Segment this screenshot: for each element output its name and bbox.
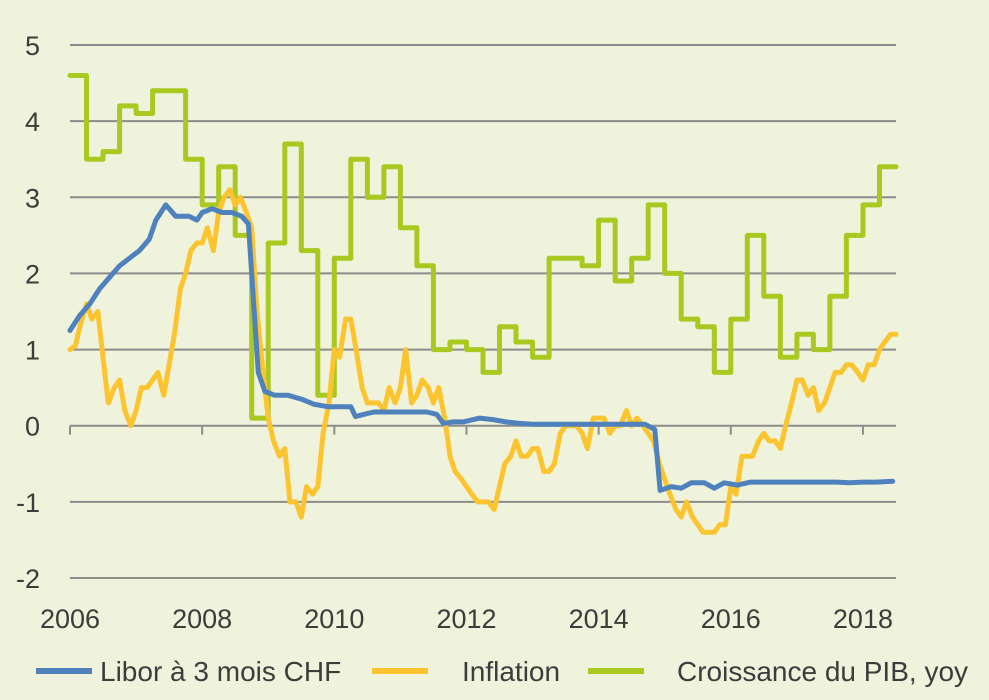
y-axis-labels: -2 -1 0 1 2 3 4 5 — [16, 31, 40, 594]
x-tick-label: 2018 — [833, 604, 893, 634]
y-tick-label: 3 — [25, 183, 40, 213]
y-tick-label: 0 — [25, 412, 40, 442]
legend-label-2: Croissance du PIB, yoy — [677, 656, 968, 687]
gridlines — [70, 44, 896, 579]
legend-label-0: Libor à 3 mois CHF — [100, 656, 341, 687]
y-tick-label: -2 — [16, 564, 40, 594]
legend: Libor à 3 mois CHF Inflation Croissance du… — [36, 656, 968, 687]
y-tick-label: 5 — [25, 31, 40, 61]
y-tick-label: 1 — [25, 336, 40, 366]
x-tick-label: 2016 — [701, 604, 761, 634]
x-tick-label: 2008 — [172, 604, 232, 634]
legend-label-1: Inflation — [462, 656, 560, 687]
x-axis-labels: 2006 2008 2010 2012 2014 2016 2018 — [40, 604, 893, 634]
y-tick-label: -1 — [16, 488, 40, 518]
x-axis — [69, 424, 896, 435]
series-line-0 — [67, 202, 896, 493]
y-tick-label: 2 — [25, 259, 40, 289]
series-line-1 — [67, 187, 899, 535]
series-lines — [67, 73, 899, 535]
x-tick-label: 2006 — [40, 604, 100, 634]
x-tick-label: 2012 — [436, 604, 496, 634]
x-tick-label: 2010 — [304, 604, 364, 634]
y-tick-label: 4 — [25, 107, 40, 137]
series-line-2 — [67, 73, 899, 421]
x-tick-label: 2014 — [569, 604, 629, 634]
